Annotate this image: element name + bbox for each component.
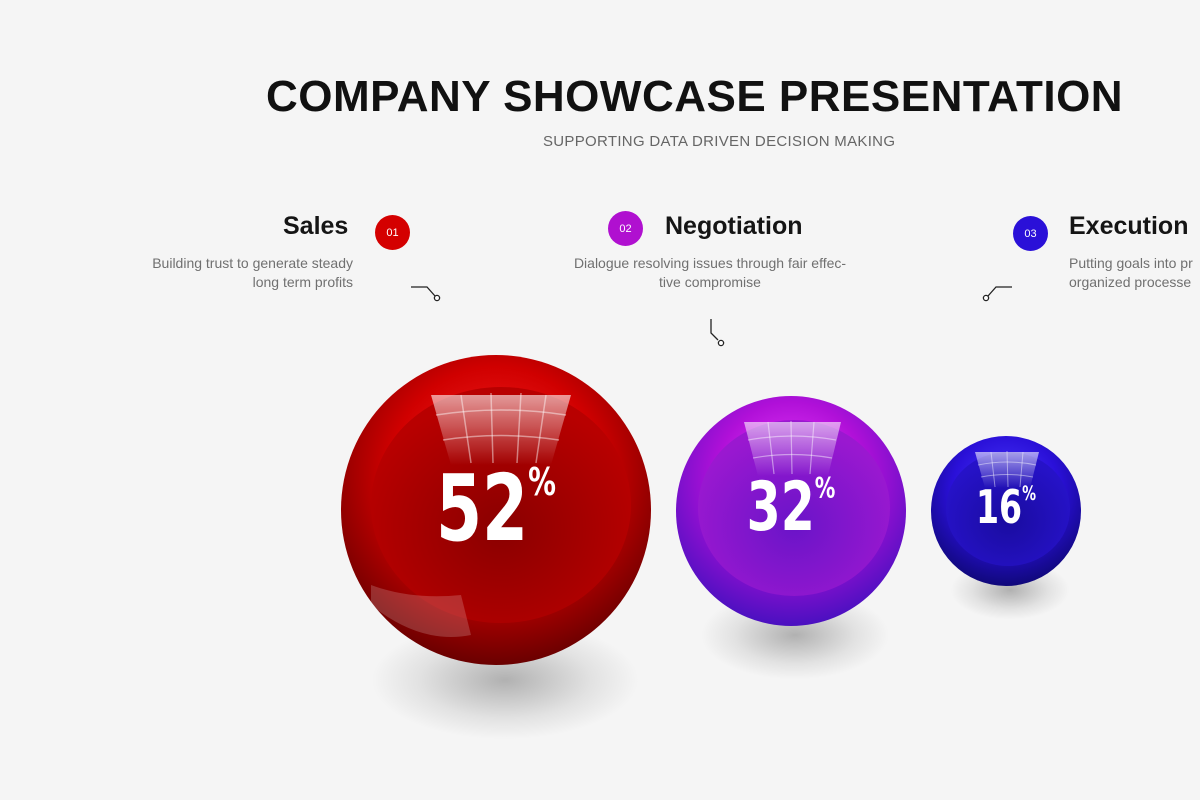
execution-number-badge: 03 — [1013, 216, 1048, 251]
negotiation-percentage-unit: % — [814, 471, 836, 506]
negotiation-heading: Negotiation — [665, 212, 803, 240]
execution-desc-line-2: organized processe — [1069, 274, 1192, 290]
negotiation-percentage: 32% — [708, 468, 874, 547]
sales-percentage-value: 52 — [435, 455, 529, 562]
page-title: COMPANY SHOWCASE PRESENTATION — [266, 72, 1124, 121]
sales-connector-line — [411, 286, 441, 302]
sales-percentage-unit: % — [528, 459, 557, 505]
execution-desc-line-1: Putting goals into pr — [1069, 255, 1193, 271]
negotiation-sphere: 32% — [676, 396, 906, 626]
execution-percentage-value: 16 — [975, 480, 1023, 534]
negotiation-desc-line-1: Dialogue resolving issues through fair e… — [573, 255, 847, 271]
negotiation-number-badge: 02 — [608, 211, 643, 246]
execution-connector-line — [982, 286, 1012, 302]
execution-percentage: 16% — [952, 480, 1060, 534]
negotiation-percentage-value: 32 — [746, 468, 815, 547]
sales-percentage: 52% — [384, 455, 607, 562]
sales-number-badge: 01 — [375, 215, 410, 250]
execution-description: Putting goals into pr organized processe — [1069, 254, 1200, 292]
negotiation-description: Dialogue resolving issues through fair e… — [550, 254, 870, 292]
execution-heading: Execution — [1069, 212, 1189, 240]
sales-description: Building trust to generate steady long t… — [103, 254, 353, 292]
execution-sphere: 16% — [931, 436, 1081, 586]
page-subtitle: SUPPORTING DATA DRIVEN DECISION MAKING — [543, 133, 896, 150]
negotiation-connector-line — [710, 319, 725, 347]
execution-percentage-unit: % — [1022, 482, 1037, 506]
sales-heading: Sales — [283, 212, 349, 240]
sales-desc-line-1: Building trust to generate steady — [152, 255, 353, 271]
negotiation-desc-line-2: tive compromise — [659, 274, 761, 290]
sales-desc-line-2: long term profits — [252, 274, 353, 290]
sales-sphere: 52% — [341, 355, 651, 665]
